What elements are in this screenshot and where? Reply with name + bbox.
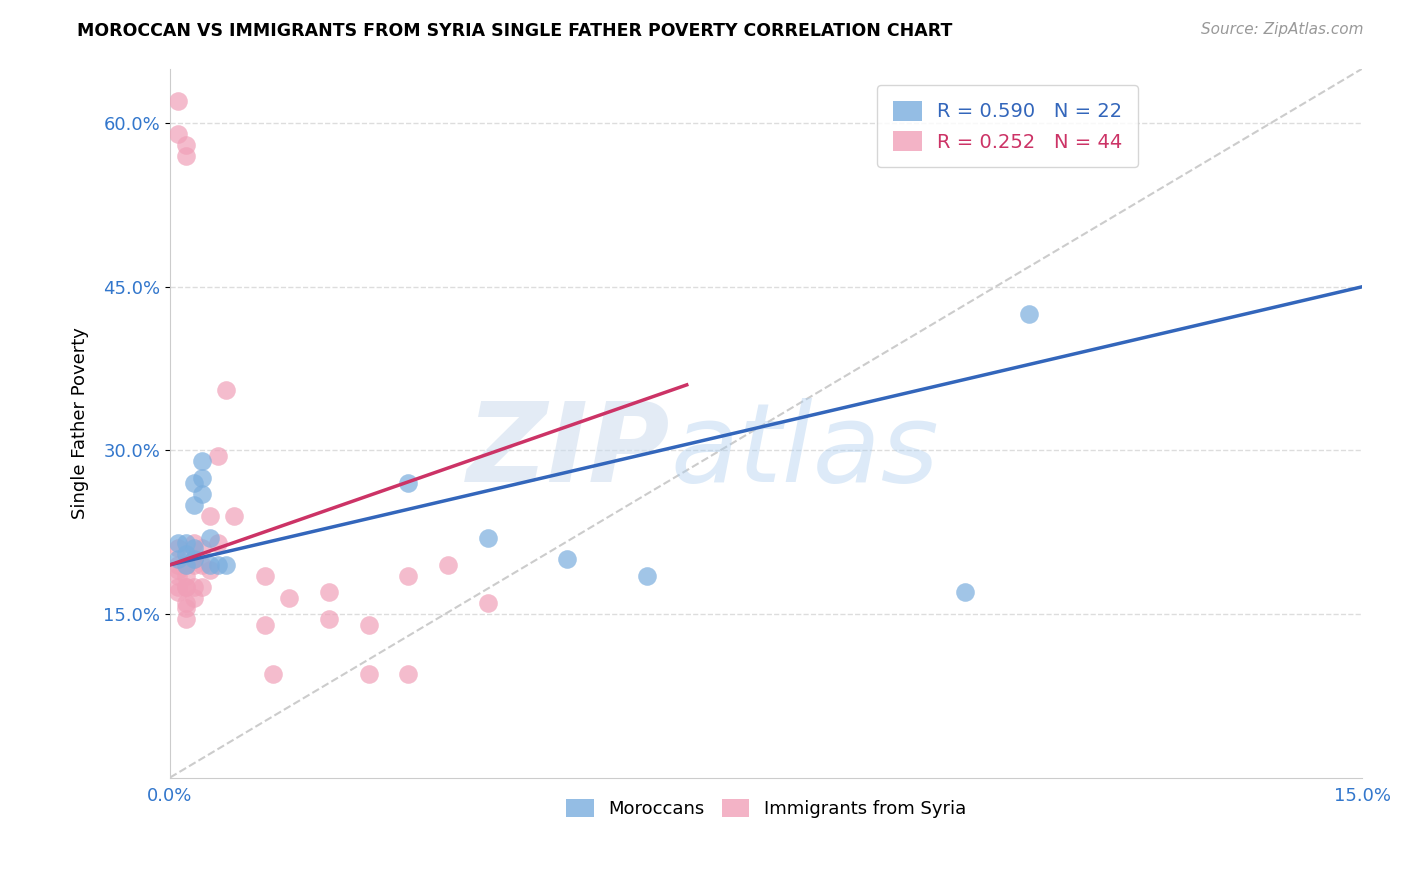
Point: [477, 596, 499, 610]
Point: [636, 568, 658, 582]
Point: [174, 601, 197, 615]
Point: [191, 580, 214, 594]
Point: [183, 476, 205, 491]
Point: [207, 536, 229, 550]
Point: [183, 580, 205, 594]
Point: [167, 563, 190, 577]
Point: [174, 558, 197, 572]
Point: [953, 585, 976, 599]
Point: [174, 568, 197, 582]
Point: [183, 552, 205, 566]
Point: [1018, 307, 1040, 321]
Point: [183, 552, 205, 566]
Point: [191, 541, 214, 556]
Point: [174, 580, 197, 594]
Text: ZIP: ZIP: [467, 398, 671, 505]
Point: [167, 580, 190, 594]
Point: [357, 667, 380, 681]
Point: [167, 536, 190, 550]
Point: [183, 591, 205, 605]
Point: [183, 498, 205, 512]
Text: atlas: atlas: [671, 398, 939, 505]
Point: [167, 552, 190, 566]
Point: [167, 558, 190, 572]
Point: [191, 558, 214, 572]
Point: [254, 568, 277, 582]
Point: [174, 612, 197, 626]
Point: [183, 541, 205, 556]
Point: [318, 612, 340, 626]
Point: [191, 454, 214, 468]
Point: [174, 137, 197, 152]
Point: [183, 558, 205, 572]
Point: [198, 508, 221, 523]
Point: [198, 531, 221, 545]
Point: [174, 536, 197, 550]
Point: [198, 563, 221, 577]
Text: Source: ZipAtlas.com: Source: ZipAtlas.com: [1201, 22, 1364, 37]
Point: [318, 585, 340, 599]
Y-axis label: Single Father Poverty: Single Father Poverty: [72, 327, 89, 519]
Point: [167, 541, 190, 556]
Point: [207, 558, 229, 572]
Point: [207, 449, 229, 463]
Point: [183, 552, 205, 566]
Point: [262, 667, 284, 681]
Point: [167, 568, 190, 582]
Point: [198, 558, 221, 572]
Point: [437, 558, 460, 572]
Text: MOROCCAN VS IMMIGRANTS FROM SYRIA SINGLE FATHER POVERTY CORRELATION CHART: MOROCCAN VS IMMIGRANTS FROM SYRIA SINGLE…: [77, 22, 953, 40]
Point: [167, 585, 190, 599]
Point: [174, 547, 197, 561]
Point: [183, 536, 205, 550]
Point: [477, 531, 499, 545]
Point: [557, 552, 579, 566]
Point: [167, 95, 190, 109]
Legend: Moroccans, Immigrants from Syria: Moroccans, Immigrants from Syria: [560, 791, 973, 825]
Point: [222, 508, 245, 523]
Point: [174, 580, 197, 594]
Point: [214, 558, 236, 572]
Point: [278, 591, 301, 605]
Point: [254, 617, 277, 632]
Point: [398, 568, 420, 582]
Point: [398, 476, 420, 491]
Point: [191, 487, 214, 501]
Point: [167, 127, 190, 141]
Point: [174, 558, 197, 572]
Point: [214, 384, 236, 398]
Point: [398, 667, 420, 681]
Point: [191, 470, 214, 484]
Point: [174, 149, 197, 163]
Point: [357, 617, 380, 632]
Point: [174, 596, 197, 610]
